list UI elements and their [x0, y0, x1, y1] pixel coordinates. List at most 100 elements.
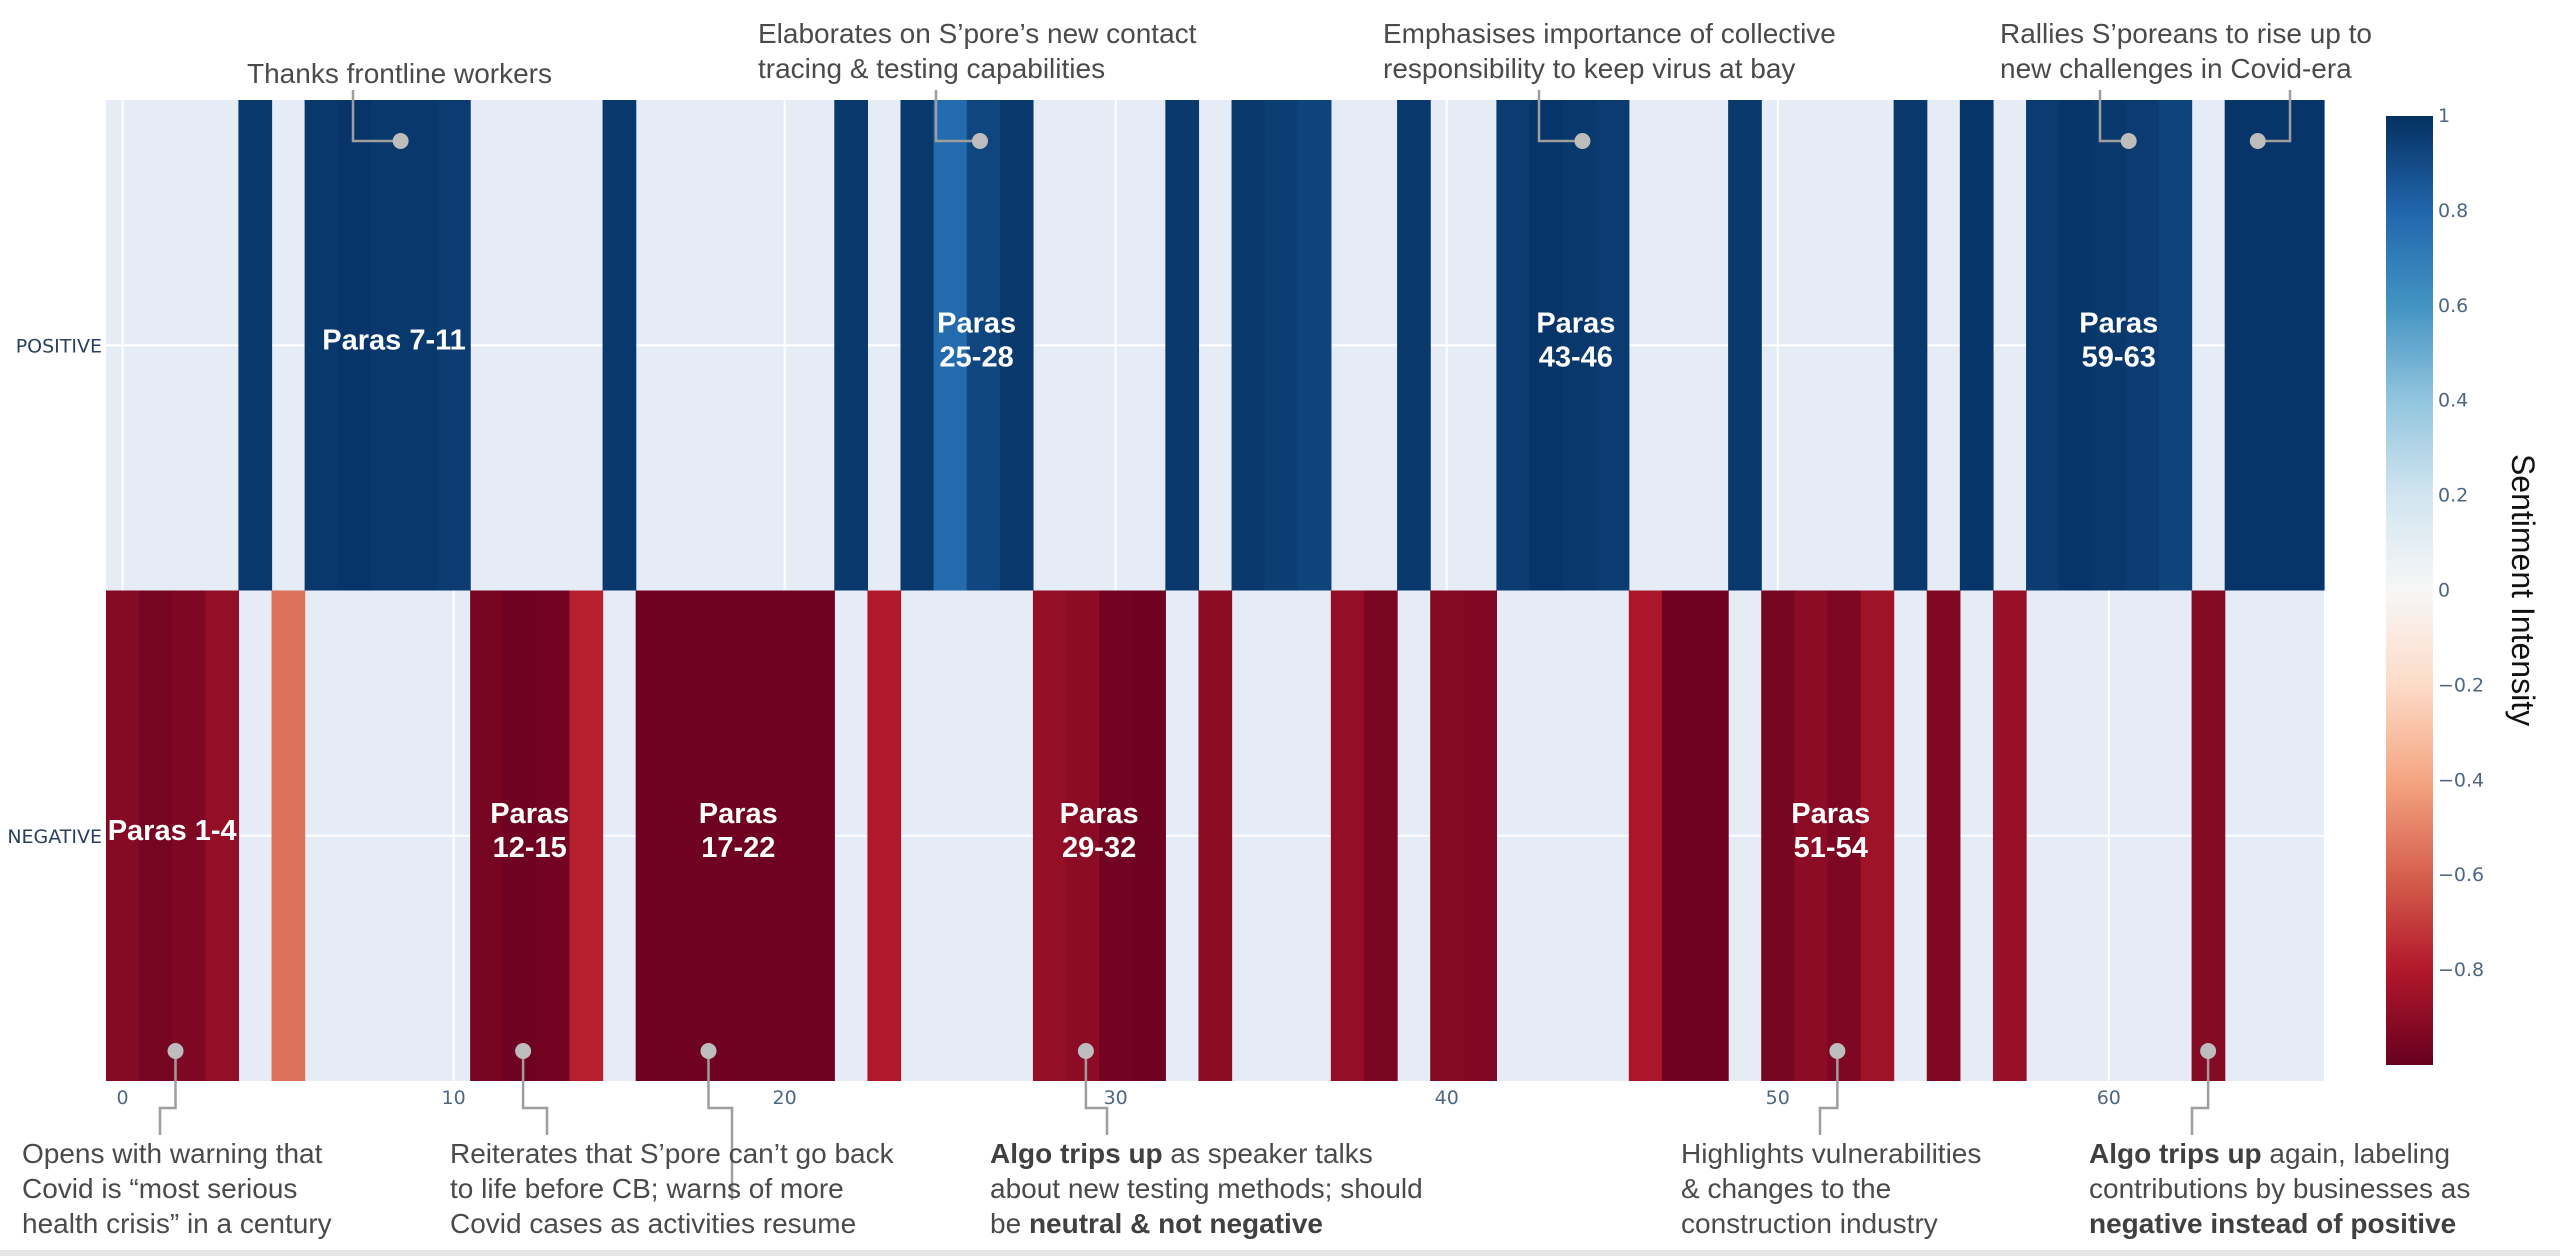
annotation-text: Opens with warning that — [22, 1138, 323, 1169]
annotation-line: Highlights vulnerabilities — [1681, 1136, 1981, 1171]
positive-cell — [900, 100, 935, 591]
colorbar-tick-label: −0.2 — [2438, 674, 2484, 696]
negative-cell — [1363, 590, 1398, 1081]
annotation-line: Reiterates that S’pore can’t go back — [450, 1136, 894, 1171]
colorbar-tick-label: 1 — [2438, 105, 2450, 127]
annotation-line: Covid is “most serious — [22, 1171, 332, 1206]
negative-cell — [1926, 590, 1961, 1081]
block-label: Paras — [1791, 798, 1870, 830]
colorbar-tick-label: 0 — [2438, 580, 2450, 602]
positive-cell — [403, 100, 438, 591]
annotation-connector — [2190, 1051, 2210, 1135]
annotation-connector — [351, 90, 401, 143]
negative-cell — [106, 590, 140, 1081]
colorbar-tick-label: −0.8 — [2438, 959, 2484, 981]
positive-cell — [2290, 100, 2325, 591]
positive-cell — [1529, 100, 1564, 591]
block-label: Paras — [1536, 307, 1615, 339]
bottom-annotation: Opens with warning that Covid is “most se… — [22, 1136, 332, 1241]
colorbar-tick-label: −0.6 — [2438, 864, 2484, 886]
block-label: Paras 7-11 — [322, 324, 466, 356]
annotation-line: negative instead of positive — [2089, 1206, 2470, 1241]
annotation-connectors — [158, 90, 2292, 1200]
y-tick-label: NEGATIVE — [7, 826, 102, 848]
annotation-connector — [2098, 90, 2129, 143]
annotation-text: be — [990, 1208, 1029, 1239]
annotation-line: health crisis” in a century — [22, 1206, 332, 1241]
annotation-marker — [2200, 1043, 2217, 1059]
block-label: 59-63 — [2082, 341, 2156, 373]
block-label: Paras — [490, 798, 569, 830]
block-label: 29-32 — [1062, 832, 1136, 864]
positive-cell — [1297, 100, 1332, 591]
negative-cell — [1860, 590, 1895, 1081]
positive-cell — [999, 100, 1034, 591]
annotation-line: be neutral & not negative — [990, 1206, 1423, 1241]
annotation-text: Covid cases as activities resume — [450, 1208, 857, 1239]
negative-cell — [1661, 590, 1696, 1081]
top-annotation: Emphasises importance of collective respo… — [1383, 16, 1836, 86]
negative-cell — [1992, 590, 2027, 1081]
positive-cell — [2224, 100, 2259, 591]
negative-cell — [768, 590, 802, 1081]
negative-cell — [1628, 590, 1663, 1081]
negative-cell — [1099, 590, 1133, 1081]
positive-cell — [1728, 100, 1762, 591]
annotation-line: Algo trips up as speaker talks — [990, 1136, 1423, 1171]
colorbar: 1 0.8 0.6 0.4 0.2 0 −0.2 −0.4 −0.6 −0.8 — [2386, 105, 2484, 1065]
positive-cell — [1496, 100, 1531, 591]
annotation-emphasis: Algo trips up — [990, 1138, 1163, 1169]
annotation-text: contributions by businesses as — [2089, 1173, 2471, 1204]
annotation-line: responsibility to keep virus at bay — [1383, 53, 1796, 84]
heatmap-cells — [106, 100, 2325, 1081]
colorbar-tick-label: 0.8 — [2438, 200, 2468, 222]
annotation-connector — [158, 1051, 177, 1135]
y-tick-label: POSITIVE — [16, 335, 102, 357]
bottom-annotation: Algo trips up as speaker talks about new … — [990, 1136, 1423, 1241]
annotation-connector — [1537, 90, 1583, 143]
colorbar-tick-label: 0.4 — [2438, 390, 2468, 412]
positive-cell — [1893, 100, 1928, 591]
x-tick-label: 50 — [1766, 1087, 1790, 1109]
positive-cell — [966, 100, 1001, 591]
annotation-marker — [392, 133, 409, 149]
annotation-marker — [1574, 133, 1591, 149]
x-tick-label: 0 — [117, 1087, 129, 1109]
x-tick-label: 20 — [773, 1087, 797, 1109]
negative-cell — [569, 590, 604, 1081]
positive-cell — [2059, 100, 2093, 591]
annotation-text: Covid is “most serious — [22, 1173, 298, 1204]
annotation-line: about new testing methods; should — [990, 1171, 1423, 1206]
annotation-emphasis: Algo trips up — [2089, 1138, 2262, 1169]
annotation-text: Reiterates that S’pore can’t go back — [450, 1138, 894, 1169]
negative-cell — [668, 590, 703, 1081]
annotation-text: again, labeling — [2261, 1138, 2451, 1169]
negative-cell — [734, 590, 769, 1081]
colorbar-tick-label: 0.6 — [2438, 295, 2468, 317]
positive-cell — [1165, 100, 1200, 591]
negative-cell — [1198, 590, 1233, 1081]
annotation-line: Algo trips up again, labeling — [2089, 1136, 2470, 1171]
negative-cell — [172, 590, 206, 1081]
annotation-marker — [515, 1043, 532, 1059]
positive-cell — [1397, 100, 1431, 591]
annotation-line: Elaborates on S’pore’s new contact — [758, 18, 1197, 49]
block-label: Paras — [937, 307, 1016, 339]
x-axis-ticks: 0 10 20 30 40 50 60 — [117, 1087, 2121, 1109]
negative-cell — [1132, 590, 1166, 1081]
annotation-marker — [971, 133, 988, 149]
x-tick-label: 10 — [442, 1087, 466, 1109]
positive-cell — [1959, 100, 1994, 591]
positive-cell — [933, 100, 968, 591]
annotation-marker — [2120, 133, 2137, 149]
x-tick-label: 60 — [2097, 1087, 2121, 1109]
positive-cell — [2257, 100, 2292, 591]
annotation-connector — [1084, 1051, 1109, 1135]
negative-cell — [271, 590, 306, 1081]
annotation-marker — [700, 1043, 717, 1059]
x-tick-label: 40 — [1435, 1087, 1459, 1109]
x-tick-label: 30 — [1104, 1087, 1128, 1109]
negative-cell — [139, 590, 173, 1081]
block-label: Paras — [2079, 307, 2158, 339]
